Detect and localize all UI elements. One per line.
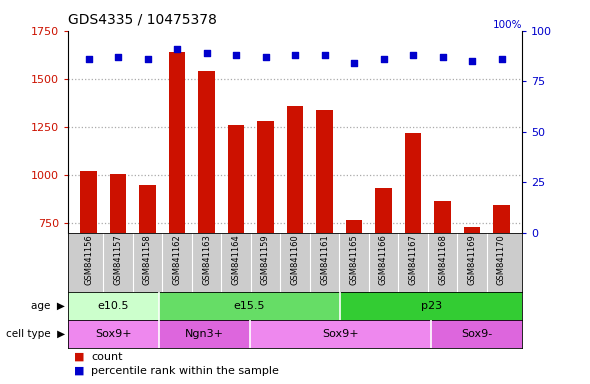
Bar <box>250 320 431 348</box>
Text: GSM841161: GSM841161 <box>320 235 329 285</box>
Text: GSM841168: GSM841168 <box>438 235 447 285</box>
Bar <box>68 292 159 320</box>
Bar <box>198 71 215 233</box>
Text: GSM841157: GSM841157 <box>113 235 123 285</box>
Text: p23: p23 <box>421 301 442 311</box>
Text: Sox9+: Sox9+ <box>322 329 359 339</box>
Text: 100%: 100% <box>493 20 522 30</box>
Point <box>202 50 211 56</box>
Text: cell type  ▶: cell type ▶ <box>6 329 65 339</box>
Point <box>497 56 506 62</box>
Bar <box>346 220 362 233</box>
Bar <box>316 109 333 233</box>
Point <box>349 60 359 66</box>
Bar <box>228 125 244 233</box>
Bar <box>80 171 97 233</box>
Bar <box>405 133 421 233</box>
Bar <box>464 227 480 233</box>
Point <box>172 46 182 52</box>
Point <box>290 52 300 58</box>
Point <box>143 56 152 62</box>
Bar <box>287 106 303 233</box>
Point <box>84 56 93 62</box>
Text: GSM841159: GSM841159 <box>261 235 270 285</box>
Bar <box>375 189 392 233</box>
Point <box>261 54 270 60</box>
Text: ■: ■ <box>74 352 84 362</box>
Text: e15.5: e15.5 <box>234 301 266 311</box>
Text: GSM841169: GSM841169 <box>467 235 477 285</box>
Bar <box>139 185 156 233</box>
Text: GSM841160: GSM841160 <box>290 235 300 285</box>
Text: ■: ■ <box>74 366 84 376</box>
Point <box>231 52 241 58</box>
Text: age  ▶: age ▶ <box>31 301 65 311</box>
Text: Sox9-: Sox9- <box>461 329 492 339</box>
Bar <box>431 320 522 348</box>
Bar <box>159 320 250 348</box>
Bar <box>68 320 159 348</box>
Bar <box>340 292 522 320</box>
Bar <box>257 121 274 233</box>
Text: count: count <box>91 352 123 362</box>
Text: GSM841165: GSM841165 <box>349 235 359 285</box>
Text: Sox9+: Sox9+ <box>95 329 132 339</box>
Text: e10.5: e10.5 <box>97 301 129 311</box>
Bar <box>159 292 340 320</box>
Point <box>320 52 329 58</box>
Text: GSM841170: GSM841170 <box>497 235 506 285</box>
Point <box>408 52 418 58</box>
Text: percentile rank within the sample: percentile rank within the sample <box>91 366 279 376</box>
Point <box>379 56 388 62</box>
Text: GSM841158: GSM841158 <box>143 235 152 285</box>
Text: GSM841162: GSM841162 <box>172 235 182 285</box>
Text: GSM841164: GSM841164 <box>231 235 241 285</box>
Point <box>113 54 123 60</box>
Bar <box>110 174 126 233</box>
Text: GSM841166: GSM841166 <box>379 235 388 285</box>
Text: GSM841156: GSM841156 <box>84 235 93 285</box>
Point <box>467 58 477 64</box>
Text: Ngn3+: Ngn3+ <box>185 329 224 339</box>
Text: GSM841163: GSM841163 <box>202 235 211 285</box>
Text: GSM841167: GSM841167 <box>408 235 418 285</box>
Text: GDS4335 / 10475378: GDS4335 / 10475378 <box>68 13 217 27</box>
Bar <box>434 201 451 233</box>
Point <box>438 54 447 60</box>
Bar <box>493 205 510 233</box>
Bar <box>169 52 185 233</box>
